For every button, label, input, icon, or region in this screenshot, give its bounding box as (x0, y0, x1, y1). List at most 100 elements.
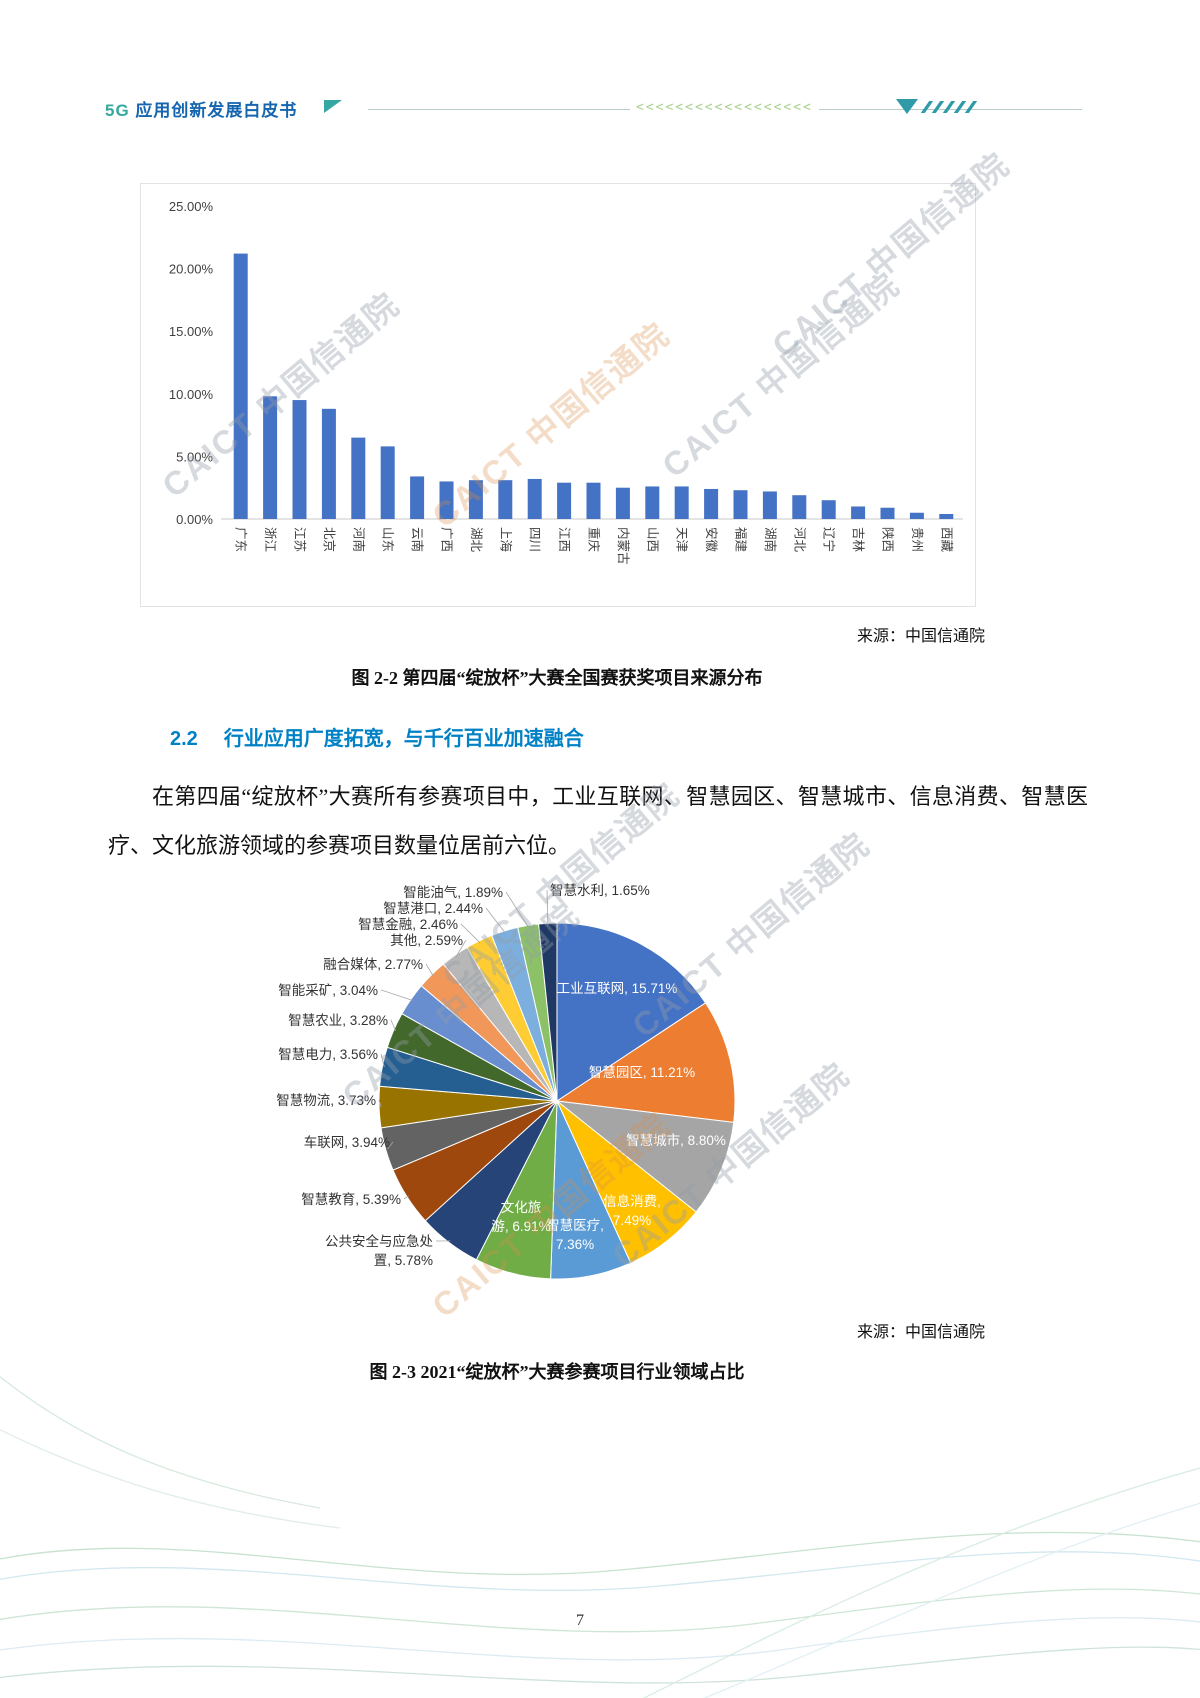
pie-slice (555, 1100, 735, 1213)
bar (821, 500, 836, 519)
bar (615, 487, 630, 519)
pie-label: 智能采矿, 3.04% (278, 983, 378, 998)
pie-leader-line (387, 1141, 394, 1150)
pie-slice (556, 922, 707, 1102)
pie-label: 智慧城市, 8.80% (626, 1132, 726, 1148)
bar-category-label: 山东 (381, 527, 395, 552)
bar-category-label: 辽宁 (822, 527, 837, 552)
pie-label: 7.36% (556, 1237, 594, 1252)
bar-category-label: 广西 (440, 527, 454, 552)
section-number: 2.2 (170, 728, 198, 750)
wave-line (0, 1646, 1200, 1684)
bar-category-label: 广东 (234, 527, 248, 552)
header-triangle-icon (324, 100, 342, 113)
bar (733, 490, 748, 519)
bar (380, 446, 395, 519)
bar (762, 491, 777, 519)
pie-leader-line (378, 1099, 382, 1108)
pie-label: 文化旅 (501, 1200, 542, 1215)
bar (586, 482, 601, 519)
header-dash-icon (964, 101, 978, 113)
header-title: 5G 应用创新发展白皮书 (105, 96, 297, 121)
wave-line (0, 1531, 1200, 1576)
header-arrow-decor-icon (896, 99, 978, 117)
pie-label: 智慧物流, 3.73% (276, 1093, 376, 1108)
pie-label: 智慧金融, 2.46% (358, 917, 458, 932)
wave-line (0, 1429, 341, 1529)
pie-label: 智慧电力, 3.56% (278, 1047, 378, 1062)
bar-category-label: 安徽 (704, 527, 719, 553)
figure-2-3-pie-chart: 工业互联网, 15.71% 智慧园区, 11.21% 智慧城市, 8.80% 信息消费… (255, 866, 985, 1318)
bar-category-label: 天津 (675, 527, 689, 552)
bar (468, 480, 483, 519)
bar-category-label: 河北 (792, 527, 806, 553)
bar (704, 488, 719, 519)
pie-label: 信息消费, (603, 1193, 661, 1209)
wave-line (703, 1502, 1200, 1698)
pie-label: 游, 6.91% (491, 1219, 550, 1234)
bar (645, 486, 660, 519)
bar (939, 513, 954, 519)
header-chevrons-icon: <<<<<<<<<<<<<<<<<< (630, 100, 819, 115)
bar (792, 495, 807, 519)
bar-ytick-label: 15.00% (169, 324, 214, 339)
bar-category-label: 湖南 (763, 527, 778, 552)
bar (263, 396, 278, 519)
pie-label: 车联网, 3.94% (304, 1134, 390, 1150)
bar-category-label: 云南 (410, 527, 425, 552)
pie-leader-line (455, 939, 467, 958)
figure-2-3-source: 来源：中国信通院 (856, 1324, 985, 1341)
pie-slice (555, 1002, 736, 1123)
header-dash-icon (920, 101, 934, 113)
bar (851, 506, 866, 519)
bar-ytick-label: 10.00% (169, 387, 214, 402)
pie-label: 智慧教育, 5.39% (301, 1192, 401, 1207)
bar (527, 478, 542, 519)
header-dash-icon (931, 101, 945, 113)
header-title-text: 应用创新发展白皮书 (129, 101, 298, 120)
bar-category-label: 江西 (557, 527, 571, 552)
bar (880, 507, 895, 519)
footer-wave-decor (0, 1375, 1200, 1698)
pie-label: 智慧农业, 3.28% (288, 1013, 388, 1028)
header-dash-icon (953, 101, 967, 113)
body-paragraph: 在第四届“绽放杯”大赛所有参赛项目中，工业互联网、智慧园区、智慧城市、信息消费、… (108, 784, 1088, 858)
figure-2-2-caption: 图 2-2 第四届“绽放杯”大赛全国赛获奖项目来源分布 (351, 668, 763, 688)
pie-label: 智慧水利, 1.65% (550, 883, 650, 898)
figure-2-3-caption: 图 2-3 2021“绽放杯”大赛参赛项目行业领域占比 (369, 1362, 745, 1382)
bar-category-label: 浙江 (263, 527, 278, 552)
pie-label: 智慧医疗, (546, 1218, 604, 1233)
pie-leader-line (380, 989, 413, 1001)
header-title-5g: 5G (105, 101, 130, 120)
pie-label: 融合媒体, 2.77% (323, 957, 423, 972)
page-number: 7 (576, 1612, 584, 1629)
bar (557, 482, 572, 519)
bar-ytick-label: 20.00% (169, 262, 214, 277)
header-arrow-triangle-icon (896, 99, 918, 114)
pie-chart-svg: 工业互联网, 15.71% 智慧园区, 11.21% 智慧城市, 8.80% 信息消费… (276, 883, 736, 1280)
header-dash-icon (942, 101, 956, 113)
bar (674, 486, 689, 519)
section-title: 行业应用广度拓宽，与千行百业加速融合 (223, 728, 584, 750)
pie-leader-line (403, 1195, 409, 1200)
bar-ytick-label: 25.00% (169, 199, 214, 214)
pie-label: 置, 5.78% (374, 1253, 433, 1268)
pie-label: 智能油气, 1.89% (403, 885, 503, 900)
bar (321, 408, 336, 519)
bar-category-label: 江苏 (293, 527, 308, 552)
figure-2-2-source: 来源：中国信通院 (856, 628, 985, 645)
bar-chart-svg: 25.00% 20.00% 15.00% 10.00% 5.00% 0.00% 广东 浙江 江苏… (169, 199, 963, 565)
pie-label: 智慧港口, 2.44% (383, 901, 483, 916)
pie-label: 智慧园区, 11.21% (589, 1065, 695, 1080)
bar-category-label: 四川 (528, 527, 542, 552)
pie-label: 工业互联网, 15.71% (557, 981, 678, 996)
pie-leader-line (460, 923, 481, 944)
bar (439, 481, 454, 519)
wave-line (0, 1375, 321, 1509)
pie-label: 其他, 2.59% (390, 933, 463, 948)
bar-category-label: 北京 (322, 527, 336, 552)
bar-category-label: 河南 (351, 527, 366, 552)
bar-ytick-label: 0.00% (176, 512, 213, 527)
pie-leader-line (390, 1019, 396, 1032)
